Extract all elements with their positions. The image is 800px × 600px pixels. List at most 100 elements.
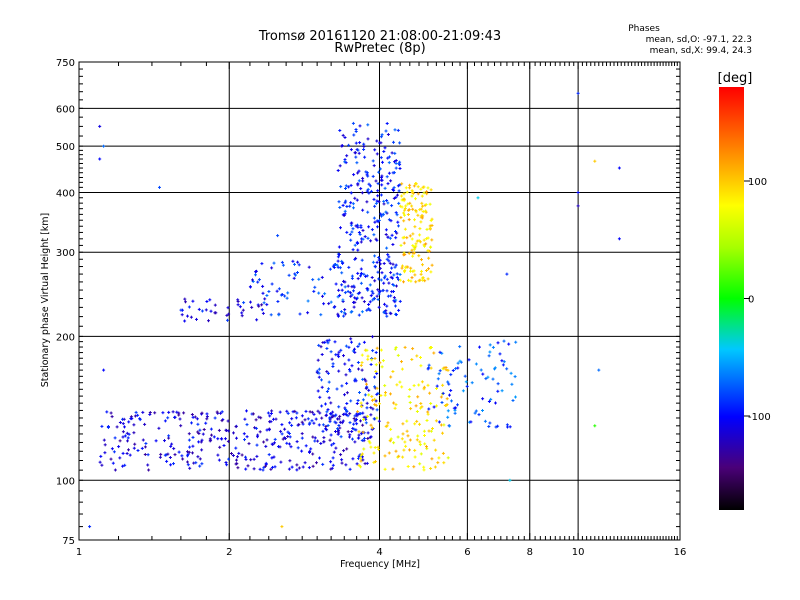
data-point <box>176 410 178 414</box>
data-point <box>393 140 394 144</box>
data-point <box>376 260 378 264</box>
data-point <box>430 188 432 192</box>
data-point <box>357 171 359 175</box>
data-point <box>409 186 411 190</box>
data-point <box>477 196 479 200</box>
data-point <box>454 411 456 415</box>
data-point <box>410 266 412 270</box>
data-point <box>352 202 354 206</box>
data-point <box>426 227 428 231</box>
data-point <box>307 311 309 315</box>
data-point <box>320 442 322 445</box>
data-point <box>338 288 340 292</box>
data-point <box>101 424 103 428</box>
data-point <box>344 393 345 397</box>
data-point <box>416 354 418 358</box>
data-point <box>426 445 427 449</box>
data-point <box>372 159 374 163</box>
data-point <box>497 341 499 345</box>
data-point <box>189 466 191 470</box>
data-point <box>376 372 378 375</box>
data-point <box>344 280 346 284</box>
data-point <box>387 235 389 239</box>
data-point <box>427 277 429 281</box>
data-point <box>188 432 190 436</box>
data-point <box>336 263 338 267</box>
data-point <box>159 185 160 189</box>
data-point <box>296 468 298 472</box>
data-point <box>174 453 176 457</box>
data-point <box>412 207 414 211</box>
data-point <box>384 146 386 150</box>
data-point <box>340 185 342 189</box>
data-point <box>367 431 369 435</box>
data-point <box>415 404 417 408</box>
data-point <box>368 307 370 311</box>
data-point <box>144 453 146 456</box>
data-point <box>330 412 332 415</box>
data-point <box>358 342 360 346</box>
data-point <box>447 415 449 419</box>
data-point <box>107 426 109 429</box>
data-point <box>317 358 319 362</box>
data-point <box>172 410 174 414</box>
data-point <box>191 413 193 416</box>
data-point <box>250 300 251 304</box>
data-point <box>360 405 362 408</box>
data-point <box>292 410 294 414</box>
data-point <box>329 267 331 271</box>
data-point <box>281 423 283 427</box>
data-point <box>238 451 240 455</box>
data-point <box>276 289 278 293</box>
data-point <box>511 382 513 386</box>
data-point <box>126 452 128 455</box>
data-point <box>265 444 267 448</box>
data-point <box>353 173 355 177</box>
data-point <box>355 155 357 159</box>
data-point <box>312 278 314 282</box>
data-point <box>278 313 280 317</box>
data-point <box>359 141 361 145</box>
data-point <box>428 363 430 367</box>
data-point <box>265 464 266 468</box>
data-point <box>373 460 375 464</box>
data-point <box>330 433 332 437</box>
colorbar-ticks: 100 0 -100 <box>744 177 771 423</box>
data-point <box>391 204 393 208</box>
data-point <box>430 402 432 405</box>
data-point <box>418 254 420 258</box>
data-point <box>377 445 379 449</box>
data-point <box>416 419 418 423</box>
data-point <box>349 368 350 372</box>
data-point <box>349 467 351 471</box>
data-point <box>331 466 333 470</box>
data-point <box>446 397 448 401</box>
data-point <box>392 276 393 280</box>
data-point <box>199 464 201 468</box>
data-point <box>358 169 360 173</box>
data-point <box>147 453 149 457</box>
data-point <box>354 377 356 381</box>
data-point <box>415 197 416 201</box>
data-point <box>344 308 346 312</box>
data-point <box>369 283 371 287</box>
data-point <box>386 289 388 293</box>
data-point <box>397 193 398 197</box>
data-point <box>351 274 353 278</box>
data-point <box>396 284 397 288</box>
data-point <box>137 449 139 452</box>
data-point <box>443 423 445 427</box>
data-point <box>411 194 413 198</box>
data-point <box>350 294 352 298</box>
data-point <box>426 447 428 451</box>
data-point <box>351 221 353 225</box>
data-point <box>372 260 374 264</box>
data-point <box>296 463 298 467</box>
data-point <box>162 411 164 415</box>
data-point <box>577 91 579 95</box>
data-point <box>342 298 344 302</box>
data-point <box>255 426 257 430</box>
data-point <box>360 363 362 367</box>
data-point <box>370 413 372 417</box>
data-point <box>352 427 354 430</box>
